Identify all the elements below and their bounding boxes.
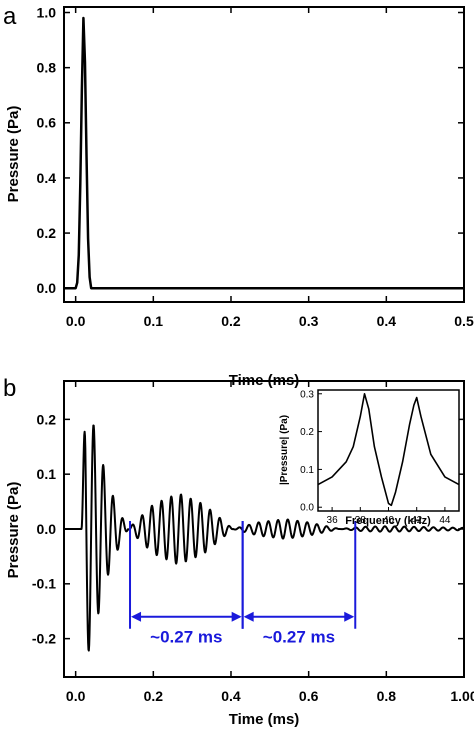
y-tick-label: 0.0 [37,521,57,537]
y-tick-label: 0.0 [37,280,57,296]
y-tick-label: -0.2 [32,631,56,647]
y-tick-label: 0.1 [37,466,57,482]
inset-ticks: 36 38 40 42 44 0.0 0.1 0.2 0.3 [300,389,451,526]
inset-series-line [317,392,460,507]
x-tick-label: 1.00 [450,688,474,704]
x-tick-label: 0.4 [377,313,397,329]
x-tick-label: 0.1 [144,313,164,329]
x-tick-label: 0.0 [66,688,86,704]
x-tick-label: 36 [327,515,339,526]
panel-b-ticks: 0.0 0.2 0.4 0.6 0.8 1.00 -0.2 -0.1 0.0 0.1 0.2 [32,381,474,704]
x-tick-label: 40 [383,515,395,526]
y-tick-label: 0.2 [37,411,57,427]
panel-b-y-axis-label: Pressure (Pa) [5,482,22,579]
x-tick-label: 38 [355,515,367,526]
panel-a: a 0.0 0.1 0.2 0.3 0.4 0.50.00.20.40.60.81.0 T… [3,3,474,389]
y-tick-label: 0.4 [37,170,57,186]
x-tick-label: 44 [439,515,451,526]
panel-b-annotations: ~0.27 ms ~0.27 ms [129,521,357,647]
x-tick-label: 0.0 [66,313,86,329]
annotation-label: ~0.27 ms [150,628,222,647]
inset-plot-frame [317,389,460,512]
panel-b-x-axis-label: Time (ms) [229,711,300,728]
annotation-label: ~0.27 ms [263,628,335,647]
y-tick-label: 0.1 [300,465,314,476]
y-tick-label: 0.8 [37,60,57,76]
panel-label-a: a [3,3,17,30]
panel-b-inset: 36 38 40 42 44 0.0 0.1 0.2 0.3 Frequency (kHz) |… [279,389,460,527]
series-line [64,16,464,290]
x-tick-label: 0.8 [377,688,397,704]
panel-b: b 0.0 0.2 0.4 0.6 0.8 1.00 -0.2 -0.1 0.0 0.1 0.2 ~… [3,375,474,728]
panel-a-series [64,16,464,290]
inset-series [317,392,460,507]
x-tick-label: 42 [411,515,423,526]
y-tick-label: -0.1 [32,576,56,592]
x-tick-label: 0.4 [221,688,241,704]
arrowhead-right [344,611,355,622]
inset-y-axis-label: |Pressure| (Pa) [279,415,290,485]
panel-b-series [64,424,465,652]
panel-a-plot-frame [63,6,465,303]
x-tick-label: 0.2 [144,688,164,704]
y-tick-label: 1.0 [37,4,57,20]
y-tick-label: 0.2 [37,225,57,241]
y-tick-label: 0.3 [300,389,314,400]
panel-a-y-axis-label: Pressure (Pa) [5,106,22,203]
inset-x-axis-label: Frequency (kHz) [345,515,431,527]
x-tick-label: 0.6 [299,688,319,704]
panel-label-b: b [3,375,16,402]
arrowhead-right [231,611,242,622]
x-tick-label: 0.3 [299,313,319,329]
x-tick-label: 0.5 [454,313,474,329]
arrowhead-left [131,611,142,622]
series-line [64,424,465,652]
panel-a-ticks: 0.0 0.1 0.2 0.3 0.4 0.5 0.0 0.2 0.4 0.6 0.8 1.0 [37,4,474,329]
x-tick-label: 0.2 [221,313,241,329]
y-tick-label: 0.0 [300,503,314,514]
arrowhead-left [243,611,254,622]
y-tick-label: 0.6 [37,115,57,131]
y-tick-label: 0.2 [300,427,314,438]
